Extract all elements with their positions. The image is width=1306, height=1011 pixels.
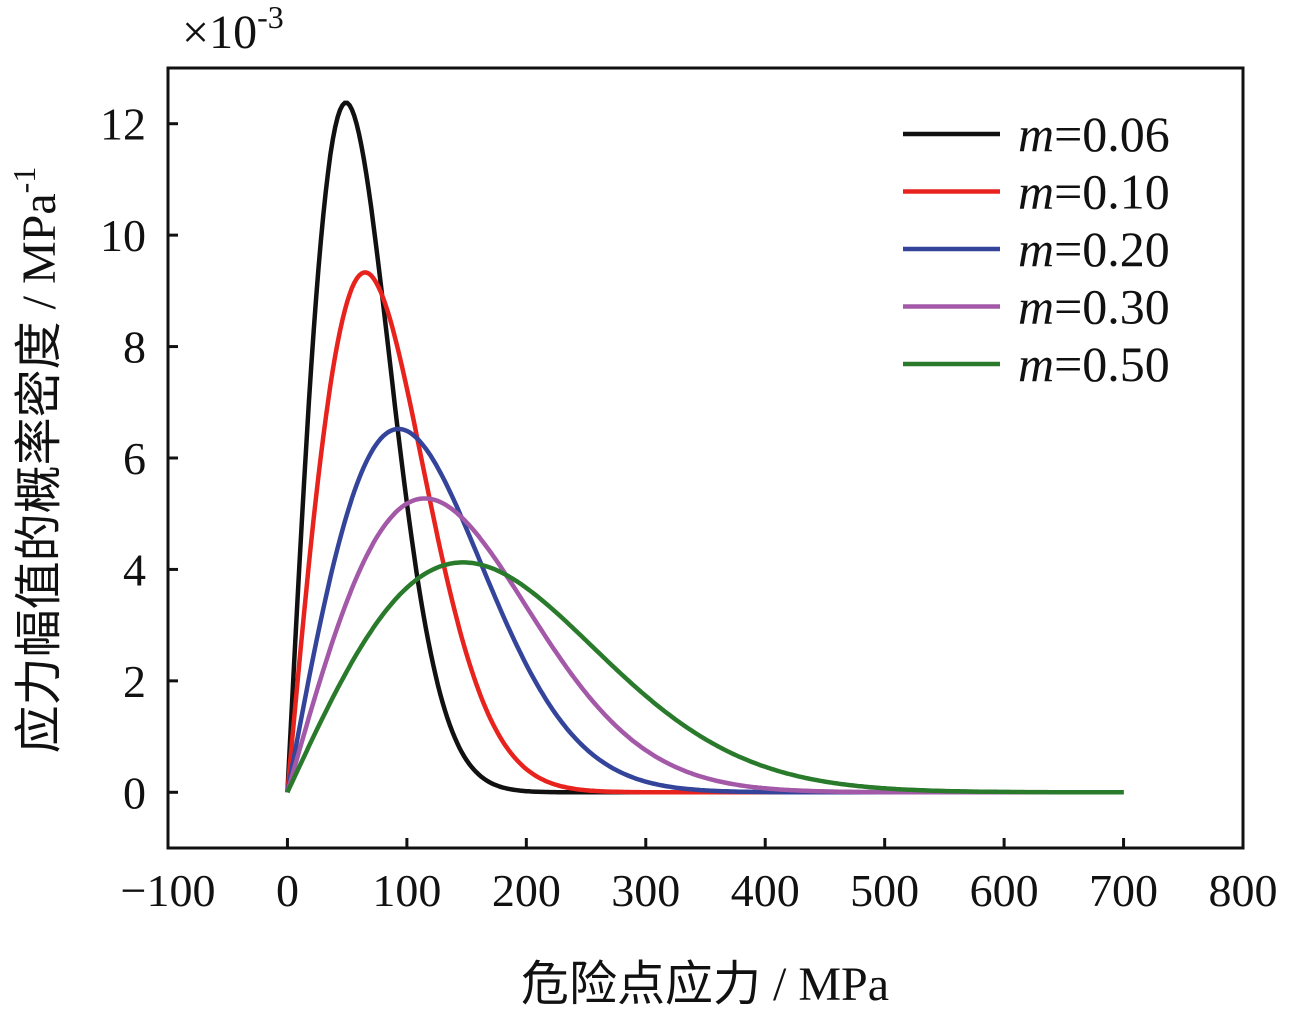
x-tick-label: −100 (121, 865, 216, 916)
x-tick-label: 300 (611, 865, 680, 916)
legend-label: m=0.20 (1018, 221, 1170, 277)
y-tick-label: 10 (100, 210, 146, 261)
series-line-m-0-06 (285, 100, 1124, 795)
y-tick-label: 4 (123, 544, 146, 595)
x-tick-label: 600 (970, 865, 1039, 916)
series-line-m-0-50 (285, 560, 1124, 795)
legend-label: m=0.30 (1018, 279, 1170, 335)
x-tick-label: 0 (276, 865, 299, 916)
y-tick-label: 2 (123, 656, 146, 707)
legend-label: m=0.50 (1018, 336, 1170, 392)
x-tick-label: 800 (1209, 865, 1278, 916)
axis-ticks: −100 0 100 200 300 400 500 600 700 800 0 2 4 6 8 10 12 (100, 99, 1278, 916)
y-tick-label: 8 (123, 322, 146, 373)
x-tick-label: 700 (1089, 865, 1158, 916)
x-axis-label: 危险点应力 / MPa (521, 958, 889, 1011)
series-lines (285, 100, 1124, 795)
y-multiplier: ×10-3 (182, 0, 284, 59)
x-tick-label: 400 (731, 865, 800, 916)
y-tick-label: 12 (100, 99, 146, 150)
y-axis-label: 应力幅值的概率密度 / MPa-1 (6, 167, 66, 754)
x-tick-label: 100 (372, 865, 441, 916)
y-tick-label: 0 (123, 767, 146, 818)
legend-label: m=0.10 (1018, 164, 1170, 220)
x-tick-label: 200 (492, 865, 561, 916)
x-tick-label: 500 (850, 865, 919, 916)
y-tick-label: 6 (123, 433, 146, 484)
legend-label: m=0.06 (1018, 106, 1170, 162)
legend: m=0.06m=0.10m=0.20m=0.30m=0.50 (903, 106, 1170, 392)
